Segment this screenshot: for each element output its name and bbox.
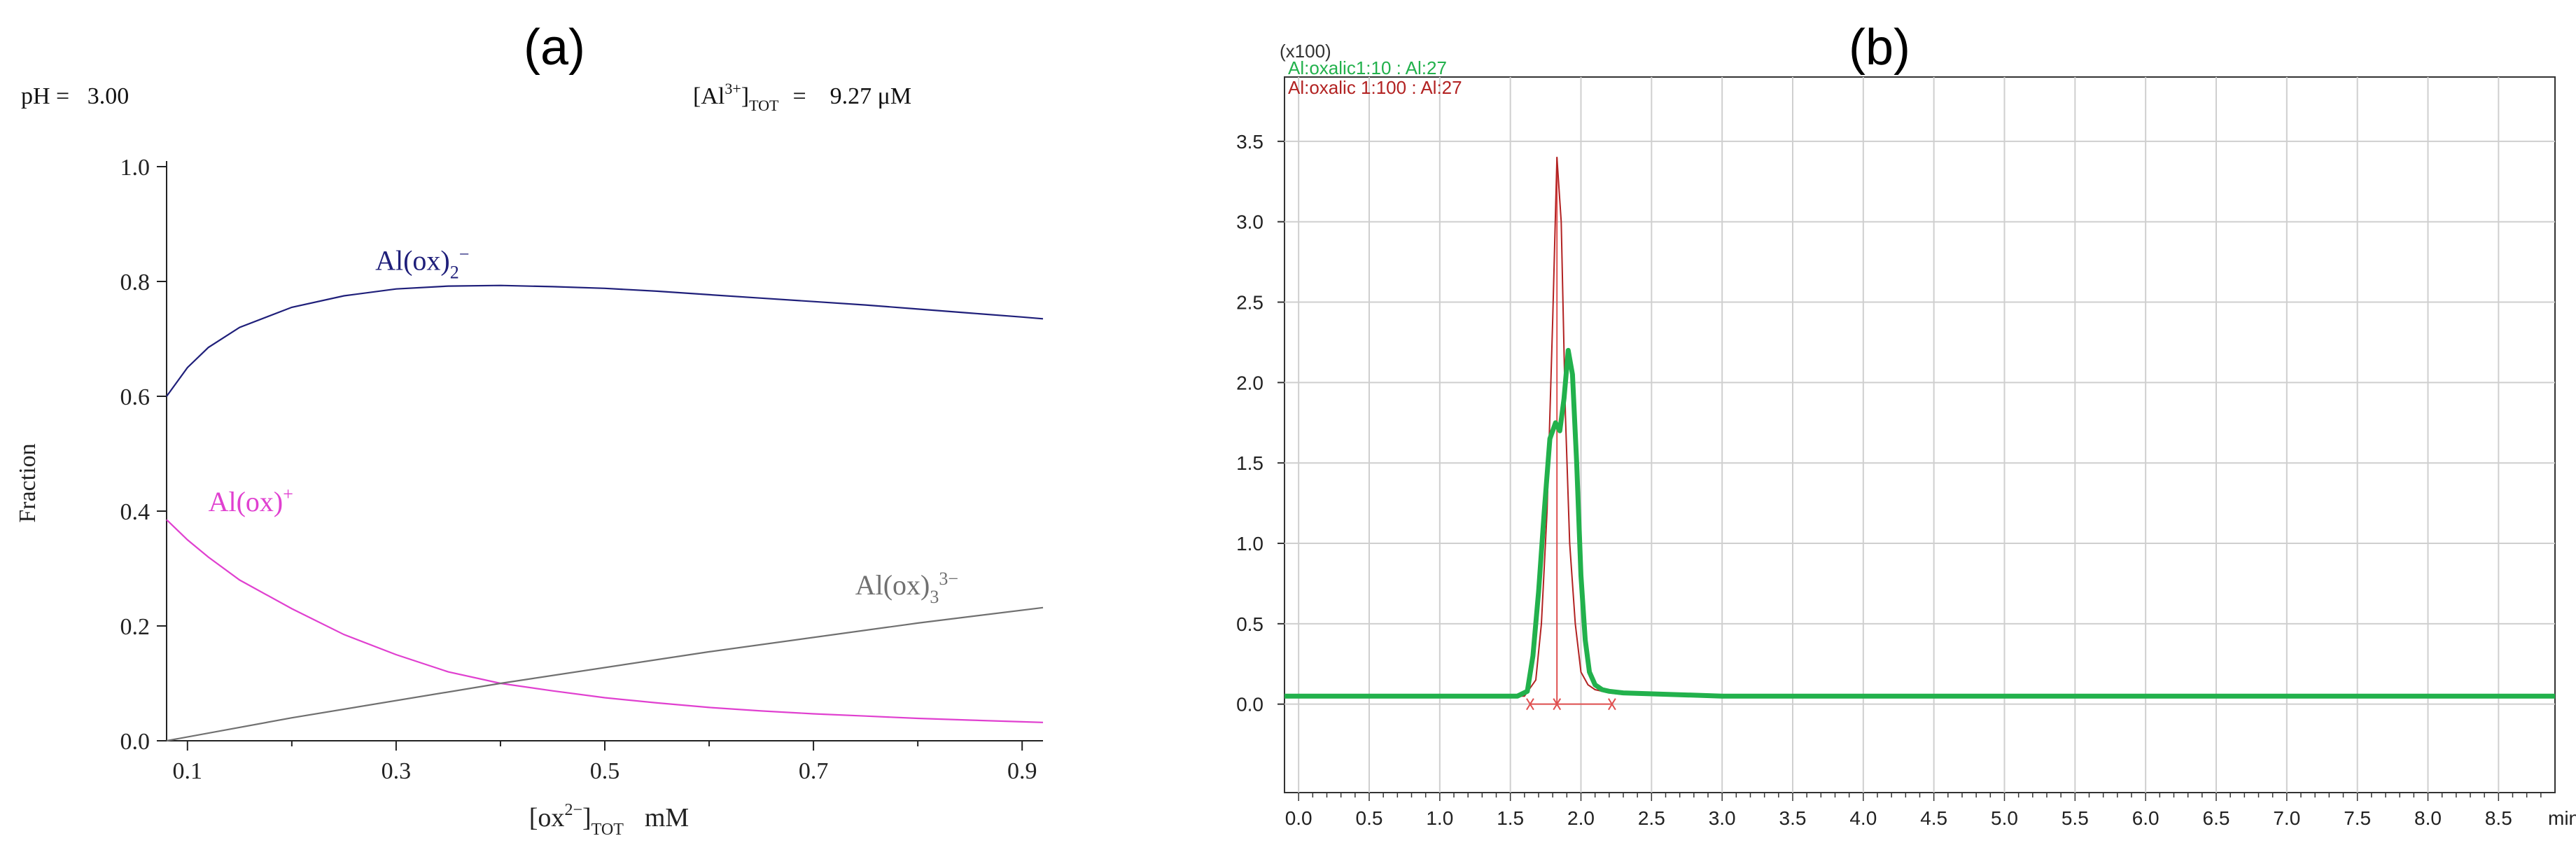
panel-b-x-tick-label: 8.0: [2414, 807, 2442, 829]
panel-b-integration-tick: [1608, 698, 1616, 711]
panel-b-plot-frame: [1284, 76, 2556, 793]
panel-a-x-tick-label: 0.7: [799, 758, 829, 784]
panel-a-series-label-2: Al(ox)+: [209, 484, 293, 517]
panel-b-legend-entry-1: Al:oxalic1:10 : Al:27: [1288, 57, 1447, 78]
panel-b-grid: [1284, 77, 2555, 793]
panel-b-y-tick-label: 2.0: [1236, 372, 1264, 393]
panel-b-x-tick-label: 2.5: [1638, 807, 1665, 829]
panel-b-y-tick-label: 1.0: [1236, 533, 1264, 555]
panel-b-y-ticks: 0.0 0.5 1.0 1.5 2.0 2.5 3.0 3.5: [1236, 131, 1284, 716]
panel-a-series-label-3: Al(ox)33−: [855, 569, 958, 607]
panel-b-y-tick-label: 2.5: [1236, 292, 1264, 314]
al-total-readout: [Al3+]TOT = 9.27 μM: [693, 80, 911, 114]
panel-b-x-tick-label: 6.5: [2203, 807, 2230, 829]
panel-a-series-label-1: Al(ox)2−: [375, 244, 469, 283]
panel-a-y-tick-label: 0.6: [120, 384, 150, 410]
panel-b-label: (b): [1849, 20, 1910, 76]
panel-b-x-tick-label: 4.5: [1920, 807, 1947, 829]
panel-b-x-tick-label: 1.5: [1497, 807, 1524, 829]
panel-a-x-tick-label: 0.1: [173, 758, 203, 784]
panel-b-x-ticks: 0.0 0.5 1.0 1.5 2.0 2.5 3.0 3.5 4.0 4.5 5.0 5.5 6.0 6…: [1285, 793, 2576, 829]
panel-a-x-ticks: 0.1 0.3 0.5 0.7 0.9: [173, 741, 1037, 784]
panel-b-y-tick-label: 1.5: [1236, 452, 1264, 474]
panel-b-y-tick-label: 3.0: [1236, 211, 1264, 233]
panel-b-integration-markers: [1526, 157, 1616, 711]
panel-b-y-tick-label: 3.5: [1236, 131, 1264, 153]
panel-b-scale-label: (x100): [1280, 41, 1331, 62]
panel-b-x-tick-label: 8.5: [2485, 807, 2512, 829]
panel-b-series: [1284, 156, 2556, 699]
panel-b-x-tick-label: 0.0: [1285, 807, 1312, 829]
panel-a-chart: 0.0 0.2 0.4 0.6 0.8 1.0 0.1 0.3 0.5 0.7 0.9 Al(ox…: [15, 155, 1044, 839]
panel-a-x-axis-title: [ox2−]TOT mM: [529, 801, 689, 839]
panel-b-x-tick-label: 5.0: [1991, 807, 2018, 829]
panel-b-x-tick-label: 7.0: [2273, 807, 2300, 829]
panel-b-y-tick-label: 0.0: [1236, 694, 1264, 716]
panel-b-x-tick-label: 7.5: [2344, 807, 2371, 829]
ph-readout: pH = 3.00: [21, 83, 129, 109]
panel-a-y-tick-label: 0.8: [120, 270, 150, 295]
panel-b-x-tick-label: 1.0: [1426, 807, 1453, 829]
panel-a-y-tick-label: 0.0: [120, 729, 150, 755]
panel-a-label: (a): [524, 20, 585, 76]
panel-b-x-tick-label: 0.5: [1356, 807, 1383, 829]
panel-b-x-tick-label: 3.0: [1709, 807, 1736, 829]
panel-b-x-tick-label: 3.5: [1779, 807, 1807, 829]
panel-a-x-tick-label: 0.3: [382, 758, 412, 784]
panel-a-series-line-1: [166, 284, 1044, 397]
panel-b-x-tick-label: 4.0: [1849, 807, 1877, 829]
panel-a-y-tick-label: 0.4: [120, 499, 150, 525]
panel-b-legend-entry-2: Al:oxalic 1:100 : Al:27: [1288, 77, 1462, 98]
panel-b-chart: 0.0 0.5 1.0 1.5 2.0 2.5 3.0 3.5 0.0 0.5 1.0 1.5 2.0…: [1236, 41, 2576, 829]
panel-a-y-tick-label: 1.0: [120, 155, 150, 181]
panel-b-x-tick-label: 5.5: [2062, 807, 2089, 829]
panel-a-series-line-3: [166, 606, 1044, 742]
panel-b-integration-tick: [1526, 698, 1534, 711]
panel-b-x-tick-label: 2.0: [1567, 807, 1595, 829]
panel-b-y-tick-label: 0.5: [1236, 613, 1264, 635]
panel-a-y-axis-title: Fraction: [15, 443, 41, 522]
panel-b-x-tick-label: 6.0: [2132, 807, 2160, 829]
panel-a-x-tick-label: 0.9: [1007, 758, 1037, 784]
panel-b-integration-tick: [1553, 698, 1562, 711]
panel-a-series-line-2: [166, 519, 1044, 723]
panel-b-series-line-1: [1284, 347, 2555, 699]
panel-b-x-unit-label: min: [2548, 807, 2576, 829]
panel-a-y-tick-label: 0.2: [120, 614, 150, 640]
panel-a-series-labels: Al(ox)2− Al(ox)+ Al(ox)33−: [209, 244, 958, 607]
panel-a-series: [166, 284, 1044, 742]
panel-a-y-ticks: 0.0 0.2 0.4 0.6 0.8 1.0: [120, 155, 167, 755]
panel-a-x-tick-label: 0.5: [590, 758, 620, 784]
